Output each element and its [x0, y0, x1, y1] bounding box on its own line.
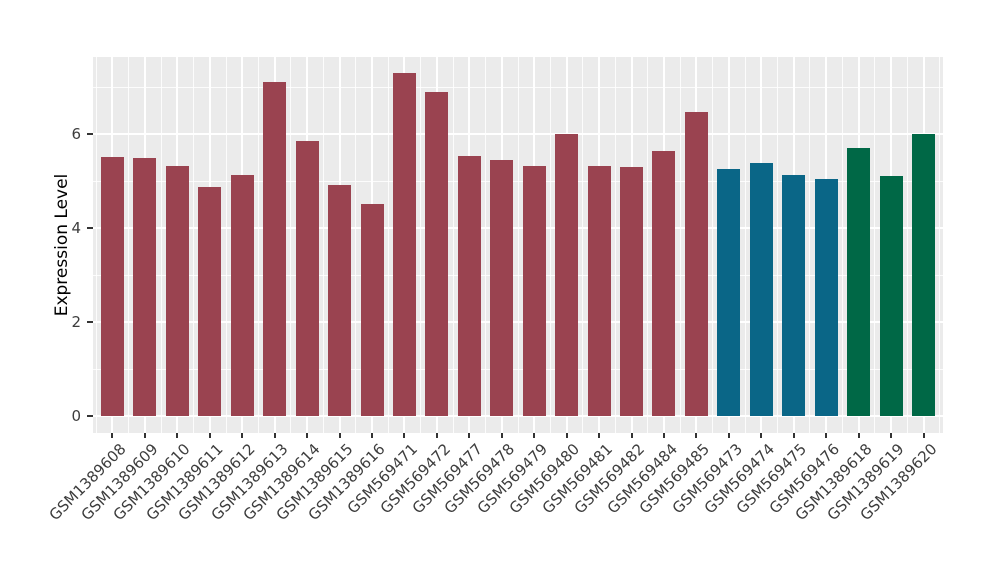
bar-GSM569472: [425, 91, 449, 417]
x-tick-mark: [208, 433, 211, 438]
gridline-minor-vertical: [387, 57, 389, 433]
gridline-minor-vertical: [874, 57, 876, 433]
x-tick-mark: [111, 433, 114, 438]
x-tick-mark: [565, 433, 568, 438]
gridline-minor-vertical: [355, 57, 357, 433]
x-tick-mark: [533, 433, 536, 438]
x-tick-mark: [241, 433, 244, 438]
gridline-minor-vertical: [712, 57, 714, 433]
bar-GSM1389619: [879, 176, 903, 417]
gridline-minor-vertical: [257, 57, 259, 433]
gridline-major-horizontal: [93, 321, 943, 324]
gridline-minor-vertical: [614, 57, 616, 433]
gridline-minor-vertical: [193, 57, 195, 433]
x-tick-mark: [273, 433, 276, 438]
bar-GSM569473: [717, 169, 741, 417]
x-tick-mark: [890, 433, 893, 438]
x-tick-mark: [662, 433, 665, 438]
x-tick-mark: [371, 433, 373, 438]
bar-GSM1389616: [360, 203, 384, 417]
bar-GSM569477: [457, 155, 481, 417]
bar-GSM1389620: [912, 133, 936, 417]
x-tick-mark: [598, 433, 601, 438]
gridline-minor-vertical: [679, 57, 681, 433]
bar-GSM1389610: [165, 165, 189, 417]
x-tick-mark: [630, 433, 633, 438]
bar-GSM569485: [684, 111, 708, 417]
y-tick-mark: [87, 321, 93, 324]
x-tick-mark: [403, 433, 406, 438]
gridline-major-horizontal: [93, 415, 943, 418]
y-tick-label: 2: [71, 313, 81, 332]
gridline-minor-vertical: [906, 57, 908, 433]
gridline-minor-vertical: [485, 57, 487, 433]
x-tick-mark: [760, 433, 763, 438]
bar-GSM1389618: [847, 148, 871, 417]
gridline-major-horizontal: [93, 133, 943, 136]
bar-GSM569471: [392, 73, 416, 417]
bar-GSM569474: [749, 162, 773, 417]
gridline-minor-vertical: [517, 57, 519, 433]
gridline-minor-horizontal: [93, 274, 943, 276]
gridline-minor-horizontal: [93, 180, 943, 182]
gridline-minor-vertical: [777, 57, 779, 433]
gridline-minor-vertical: [322, 57, 324, 433]
bar-GSM1389609: [133, 157, 157, 417]
bar-GSM1389614: [295, 140, 319, 417]
gridline-minor-vertical: [744, 57, 746, 433]
gridline-minor-vertical: [452, 57, 454, 433]
bar-GSM569484: [652, 151, 676, 417]
bar-GSM569479: [522, 165, 546, 417]
bar-GSM569478: [490, 160, 514, 417]
x-tick-mark: [338, 433, 341, 438]
gridline-minor-vertical: [939, 57, 941, 433]
gridline-minor-vertical: [420, 57, 422, 433]
bar-GSM1389615: [328, 185, 352, 417]
x-tick-mark: [825, 433, 828, 438]
gridline-minor-horizontal: [93, 86, 943, 88]
x-tick-mark: [468, 433, 471, 438]
gridline-minor-vertical: [841, 57, 843, 433]
bar-GSM569475: [782, 174, 806, 417]
bar-GSM569480: [555, 133, 579, 417]
gridline-minor-vertical: [160, 57, 162, 433]
x-tick-mark: [857, 433, 860, 438]
bar-GSM1389608: [100, 156, 124, 417]
x-tick-mark: [143, 433, 146, 438]
y-tick-label: 6: [71, 125, 81, 144]
gridline-minor-vertical: [647, 57, 649, 433]
plot-panel: [93, 57, 943, 433]
y-tick-mark: [87, 227, 93, 230]
x-tick-mark: [695, 433, 698, 438]
x-tick-mark: [435, 433, 438, 438]
y-tick-mark: [87, 415, 93, 418]
gridline-minor-vertical: [128, 57, 130, 433]
y-tick-mark: [87, 133, 93, 136]
gridline-minor-vertical: [95, 57, 97, 433]
gridline-major-horizontal: [93, 227, 943, 230]
gridline-minor-vertical: [290, 57, 292, 433]
y-tick-label: 0: [71, 407, 81, 426]
gridline-minor-horizontal: [93, 368, 943, 370]
bar-GSM569482: [620, 166, 644, 417]
x-tick-mark: [792, 433, 795, 438]
x-tick-mark: [306, 433, 309, 438]
y-tick-label: 4: [71, 219, 81, 238]
x-tick-mark: [176, 433, 179, 438]
gridline-minor-vertical: [549, 57, 551, 433]
bar-GSM569476: [814, 178, 838, 417]
x-tick-mark: [922, 433, 925, 438]
gridline-minor-vertical: [225, 57, 227, 433]
bar-GSM1389612: [230, 174, 254, 417]
bar-GSM569481: [587, 165, 611, 417]
x-tick-mark: [500, 433, 503, 438]
gridline-minor-vertical: [809, 57, 811, 433]
x-tick-mark: [727, 433, 730, 438]
bar-GSM1389613: [263, 82, 287, 417]
gridline-minor-vertical: [582, 57, 584, 433]
bar-GSM1389611: [198, 186, 222, 417]
